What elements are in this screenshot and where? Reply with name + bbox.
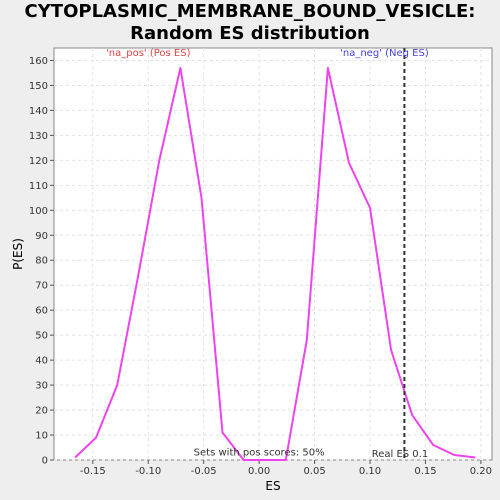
- y-tick-label: 40: [35, 356, 48, 367]
- x-axis-label: ES: [265, 479, 280, 493]
- y-tick-label: 100: [29, 206, 48, 217]
- y-tick-label: 110: [29, 181, 48, 192]
- x-tick-label: 0.00: [248, 466, 270, 477]
- y-axis-label: P(ES): [11, 238, 25, 270]
- series-layer: [74, 48, 476, 461]
- chart-annotation: Real ES 0.1: [372, 449, 428, 460]
- y-tick-label: 120: [29, 156, 48, 167]
- y-tick-label: 90: [35, 231, 48, 242]
- chart-annotation: 'na_neg' (Neg ES): [340, 48, 429, 59]
- y-tick-label: 70: [35, 281, 48, 292]
- x-tick-label: 0.20: [470, 466, 492, 477]
- y-tick-label: 140: [29, 106, 48, 117]
- y-tick-label: 10: [35, 431, 48, 442]
- y-tick-label: 160: [29, 56, 48, 67]
- y-tick-label: 50: [35, 331, 48, 342]
- x-tick-label: 0.15: [414, 466, 436, 477]
- y-tick-label: 80: [35, 256, 48, 267]
- y-tick-label: 0: [42, 456, 48, 467]
- annotations: 'na_pos' (Pos ES) 'na_neg' (Neg ES) Sets w…: [106, 48, 429, 460]
- x-tick-label: 0.10: [359, 466, 381, 477]
- chart-title: CYTOPLASMIC_MEMBRANE_BOUND_VESICLE: Rand…: [24, 1, 476, 44]
- grid-lines: [54, 48, 492, 461]
- series-line: [74, 67, 476, 461]
- axes: 0 10 20 30 40 50 60 70 80 90 100 110 120 130 140 150 160…: [29, 56, 492, 477]
- x-tick-label: 0.05: [303, 466, 325, 477]
- y-tick-label: 20: [35, 406, 48, 417]
- chart-annotation: 'na_pos' (Pos ES): [106, 48, 191, 59]
- y-tick-label: 150: [29, 81, 48, 92]
- y-tick-label: 60: [35, 306, 48, 317]
- chart-annotation: Sets with pos scores: 50%: [194, 448, 325, 459]
- x-tick-label: -0.15: [80, 466, 106, 477]
- x-tick-label: -0.10: [135, 466, 161, 477]
- y-tick-label: 130: [29, 131, 48, 142]
- plot-area: [53, 47, 493, 461]
- x-tick-label: -0.05: [191, 466, 217, 477]
- y-tick-label: 30: [35, 381, 48, 392]
